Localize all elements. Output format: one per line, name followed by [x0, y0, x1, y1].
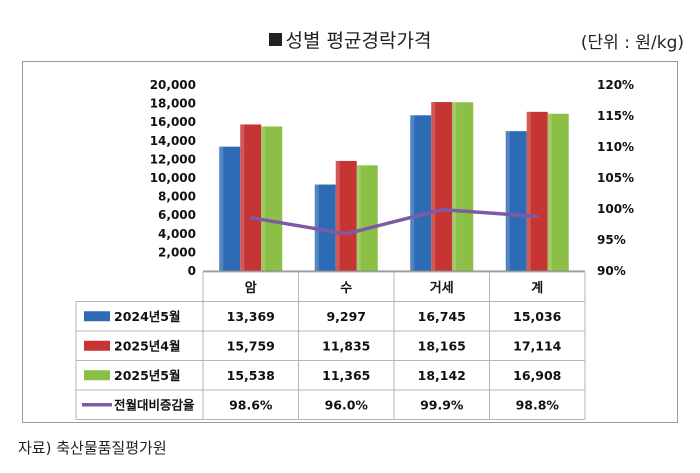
data-cell: 98.8% — [516, 397, 560, 412]
source-note: 자료) 축산물품질평가원 — [18, 439, 167, 457]
bar-1 — [219, 146, 241, 271]
bar-1 — [505, 131, 527, 271]
bar-1 — [410, 115, 432, 271]
line-point — [440, 208, 444, 212]
bar-highlight — [356, 165, 361, 271]
data-cell: 18,142 — [418, 368, 466, 383]
bar-3 — [261, 126, 283, 271]
y-right-tick-label: 100% — [597, 202, 634, 216]
y-right-tick-label: 120% — [597, 78, 634, 92]
bar-highlight — [335, 160, 340, 271]
bar-3 — [356, 165, 378, 271]
bar-highlight — [240, 124, 245, 271]
data-cell: 16,745 — [418, 309, 466, 324]
category-label: 계 — [531, 281, 543, 296]
bar-3 — [547, 113, 569, 271]
bar-highlight — [410, 115, 415, 271]
y-right-tick-label: 110% — [597, 140, 634, 154]
legend-label: 전월대비증감율 — [114, 397, 195, 412]
category-label: 거세 — [430, 281, 454, 296]
data-cell: 17,114 — [513, 338, 562, 353]
y-right-tick-label: 115% — [597, 109, 634, 123]
line-series — [250, 207, 538, 236]
y-left-tick-label: 2,000 — [158, 245, 196, 259]
y-left-tick-label: 14,000 — [150, 134, 196, 148]
bar-2 — [526, 111, 548, 271]
line-point — [535, 214, 539, 218]
legend-label: 2025년4월 — [114, 338, 181, 353]
data-cell: 99.9% — [420, 397, 464, 412]
chart-title-text: 성별 평균경락가격 — [285, 30, 432, 52]
y-right-tick-label: 95% — [597, 233, 626, 247]
legend-label: 2024년5월 — [114, 309, 181, 324]
legend-label: 2025년5월 — [114, 368, 181, 383]
y-left-tick-label: 10,000 — [150, 171, 196, 185]
y-right-tick-label: 90% — [597, 264, 626, 278]
data-cell: 11,835 — [322, 338, 370, 353]
category-label: 수 — [340, 281, 352, 296]
legend-key-1 — [84, 311, 110, 322]
bar-1 — [314, 184, 336, 271]
data-cell: 16,908 — [513, 368, 561, 383]
bar-2 — [431, 102, 453, 272]
bar-highlight — [452, 102, 457, 271]
bar-highlight — [547, 113, 552, 271]
bar-3 — [452, 102, 474, 271]
y-left-tick-label: 8,000 — [158, 190, 196, 204]
y-right-tick-label: 105% — [597, 171, 634, 185]
line-point — [249, 216, 253, 220]
category-label: 암 — [245, 280, 257, 296]
y-left-tick-label: 20,000 — [150, 78, 196, 92]
bar-highlight — [526, 111, 531, 271]
bar-2 — [335, 160, 357, 271]
chart-frame — [22, 61, 678, 423]
bar-2 — [240, 124, 262, 271]
y-left-tick-label: 16,000 — [150, 115, 196, 129]
data-cell: 15,036 — [513, 309, 562, 324]
y-left-tick-label: 6,000 — [158, 208, 196, 222]
y-left-tick-label: 18,000 — [150, 97, 196, 111]
bar-highlight — [431, 102, 436, 272]
data-cell: 96.0% — [325, 397, 369, 412]
legend-key-3 — [84, 370, 110, 381]
y-left-tick-label: 0 — [188, 264, 196, 278]
chart-title: 성별 평균경락가격 — [0, 26, 700, 53]
data-cell: 11,365 — [322, 368, 370, 383]
unit-label: (단위 : 원/kg) — [580, 33, 684, 53]
data-cell: 15,759 — [227, 338, 275, 353]
y-left-tick-label: 4,000 — [158, 227, 196, 241]
data-cell: 13,369 — [227, 309, 275, 324]
data-cell: 15,538 — [227, 368, 275, 383]
data-cell: 9,297 — [326, 309, 366, 324]
data-cell: 18,165 — [418, 338, 466, 353]
bar-highlight — [219, 146, 224, 271]
bar-highlight — [261, 126, 266, 271]
line-point — [344, 232, 348, 236]
y-left-tick-label: 12,000 — [150, 152, 196, 166]
data-cell: 98.6% — [229, 397, 273, 412]
title-square-icon — [268, 33, 282, 46]
legend-key-2 — [84, 340, 110, 351]
bar-highlight — [505, 131, 510, 271]
